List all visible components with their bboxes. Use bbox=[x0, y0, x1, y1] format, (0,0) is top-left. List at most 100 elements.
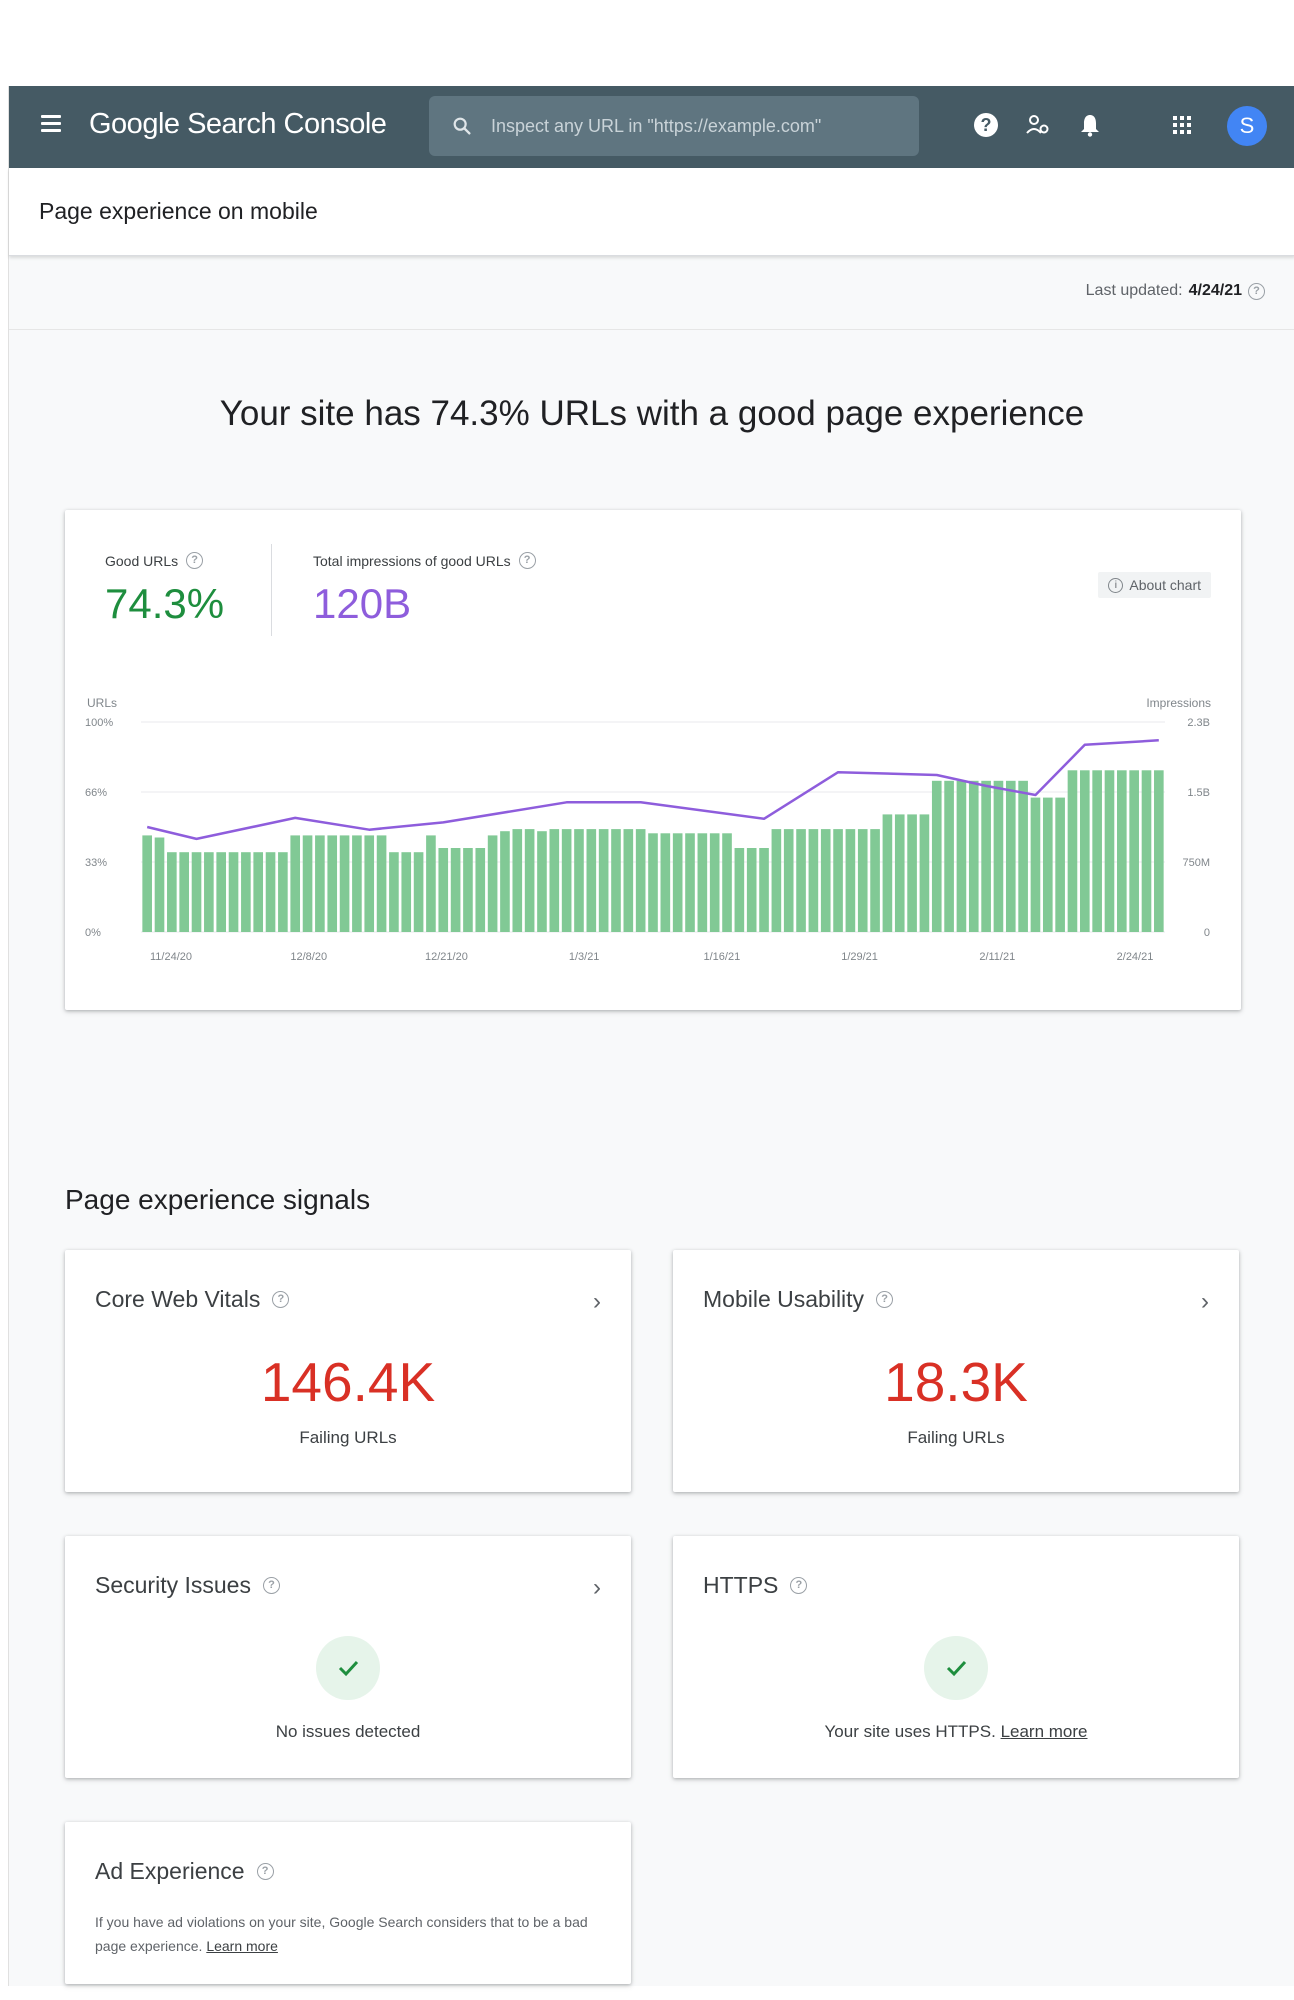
chevron-right-icon[interactable]: › bbox=[593, 1574, 601, 1601]
bar bbox=[857, 829, 868, 932]
core-web-vitals-card[interactable]: Core Web Vitals ? › 146.4K Failing URLs bbox=[65, 1250, 631, 1492]
bar bbox=[672, 833, 683, 932]
bar bbox=[993, 780, 1004, 932]
good-urls-value: 74.3% bbox=[105, 580, 225, 627]
ad-experience-title-text: Ad Experience bbox=[95, 1858, 245, 1884]
url-inspect-search[interactable]: Inspect any URL in "https://example.com" bbox=[429, 96, 919, 156]
bar bbox=[944, 780, 954, 932]
x-tick-label: 2/11/21 bbox=[979, 951, 1015, 963]
y-left-tick-label: 33% bbox=[85, 857, 107, 869]
bar bbox=[302, 835, 313, 932]
bar bbox=[771, 829, 782, 932]
bar bbox=[376, 835, 387, 932]
bar bbox=[623, 829, 634, 932]
bar bbox=[438, 848, 449, 932]
bar bbox=[574, 829, 584, 932]
search-placeholder: Inspect any URL in "https://example.com" bbox=[491, 116, 822, 136]
bar bbox=[1104, 770, 1115, 932]
bar bbox=[1117, 770, 1127, 932]
page-header: Page experience on mobile bbox=[9, 168, 1294, 256]
manage-users-icon[interactable] bbox=[1021, 108, 1055, 142]
y-right-tick-label: 0 bbox=[1204, 927, 1210, 939]
https-card: HTTPS ? Your site uses HTTPS. Learn more bbox=[673, 1536, 1239, 1778]
mobile-usability-title: Mobile Usability ? bbox=[703, 1286, 894, 1313]
bar bbox=[228, 852, 239, 932]
help-circle-icon[interactable]: ? bbox=[1248, 282, 1265, 300]
bar bbox=[500, 831, 510, 932]
ad-experience-text: If you have ad violations on your site, … bbox=[95, 1914, 588, 1954]
y-right-tick-label: 750M bbox=[1182, 857, 1210, 869]
help-circle-icon[interactable]: ? bbox=[256, 1863, 274, 1880]
bar bbox=[561, 829, 572, 932]
about-chart-label: About chart bbox=[1129, 577, 1201, 593]
https-learn-more-link[interactable]: Learn more bbox=[1000, 1722, 1088, 1741]
bar bbox=[894, 814, 905, 932]
bar bbox=[364, 835, 375, 932]
y-right-tick-label: 2.3B bbox=[1187, 717, 1210, 729]
chevron-right-icon[interactable]: › bbox=[593, 1288, 601, 1315]
ad-experience-title: Ad Experience ? bbox=[95, 1858, 274, 1885]
https-status: Your site uses HTTPS. Learn more bbox=[673, 1722, 1239, 1742]
bar bbox=[241, 852, 251, 932]
mobile-usability-failing-label: Failing URLs bbox=[907, 1428, 1005, 1447]
last-updated-label: Last updated: bbox=[1085, 282, 1183, 299]
help-circle-icon[interactable]: ? bbox=[272, 1291, 290, 1308]
bar bbox=[845, 829, 856, 932]
metric-divider bbox=[271, 544, 272, 636]
bar bbox=[512, 829, 523, 932]
help-circle-icon[interactable]: ? bbox=[876, 1291, 894, 1308]
security-issues-title: Security Issues ? bbox=[95, 1572, 280, 1599]
last-updated-bar: Last updated: 4/24/21 ? bbox=[9, 258, 1294, 330]
chevron-right-icon[interactable]: › bbox=[1201, 1288, 1209, 1315]
bar bbox=[216, 852, 227, 932]
bar bbox=[907, 814, 917, 932]
bar bbox=[204, 852, 214, 932]
ad-learn-more-link[interactable]: Learn more bbox=[206, 1938, 278, 1954]
check-icon bbox=[316, 1636, 380, 1700]
about-chart-button[interactable]: i About chart bbox=[1098, 572, 1211, 598]
bar bbox=[290, 835, 301, 932]
bar bbox=[450, 848, 461, 932]
account-avatar[interactable]: S bbox=[1227, 106, 1267, 146]
bar bbox=[278, 852, 288, 932]
app-title[interactable]: Google Search Console bbox=[89, 108, 387, 141]
bar bbox=[179, 852, 189, 932]
bar bbox=[487, 835, 498, 932]
help-circle-icon[interactable]: ? bbox=[186, 552, 204, 569]
help-icon[interactable]: ? bbox=[969, 108, 1003, 142]
bar bbox=[956, 780, 967, 932]
notifications-bell-icon[interactable] bbox=[1073, 108, 1107, 142]
bar bbox=[413, 852, 424, 932]
y-left-axis-title: URLs bbox=[87, 696, 118, 710]
help-circle-icon[interactable]: ? bbox=[518, 552, 536, 569]
security-issues-card[interactable]: Security Issues ? › No issues detected bbox=[65, 1536, 631, 1778]
bar bbox=[389, 852, 399, 932]
bar bbox=[586, 829, 597, 932]
x-tick-label: 12/21/20 bbox=[425, 951, 468, 963]
check-icon bbox=[924, 1636, 988, 1700]
bar bbox=[401, 852, 412, 932]
https-status-text: Your site uses HTTPS. bbox=[824, 1722, 996, 1741]
y-left-tick-label: 66% bbox=[85, 787, 107, 799]
security-status-text: No issues detected bbox=[275, 1722, 421, 1741]
app-frame: Google Search Console Inspect any URL in… bbox=[8, 86, 1294, 1986]
bar bbox=[154, 837, 165, 932]
bar bbox=[1018, 780, 1028, 932]
bar bbox=[808, 829, 819, 932]
apps-grid-icon[interactable] bbox=[1165, 108, 1199, 142]
bar bbox=[1154, 770, 1164, 932]
bar bbox=[648, 833, 658, 932]
bar bbox=[697, 833, 708, 932]
mobile-usability-card[interactable]: Mobile Usability ? › 18.3K Failing URLs bbox=[673, 1250, 1239, 1492]
search-icon bbox=[453, 117, 471, 135]
hamburger-menu-icon[interactable] bbox=[41, 115, 63, 137]
top-app-bar: Google Search Console Inspect any URL in… bbox=[9, 86, 1294, 168]
help-circle-icon[interactable]: ? bbox=[262, 1577, 280, 1594]
bar bbox=[1141, 770, 1152, 932]
bar bbox=[1092, 770, 1102, 932]
ad-experience-description: If you have ad violations on your site, … bbox=[95, 1910, 595, 1958]
core-web-vitals-title: Core Web Vitals ? bbox=[95, 1286, 290, 1313]
bar bbox=[660, 833, 671, 932]
help-circle-icon[interactable]: ? bbox=[790, 1577, 808, 1594]
https-title: HTTPS ? bbox=[703, 1572, 808, 1599]
